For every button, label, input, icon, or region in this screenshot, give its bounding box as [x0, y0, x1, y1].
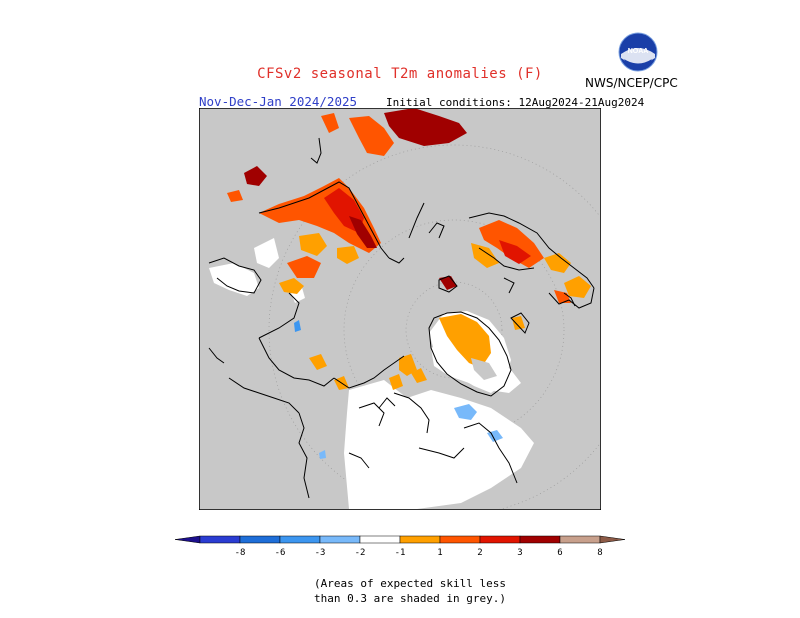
colorbar-box [239, 535, 281, 544]
colorbar-box [519, 535, 561, 544]
colorbar-box [199, 535, 241, 544]
cool-anomaly-hudson [294, 320, 503, 459]
initial-conditions-label: Initial conditions: 12Aug2024-21Aug2024 [386, 96, 645, 109]
agency-label: NWS/NCEP/CPC [585, 76, 678, 90]
colorbar-tick-label: -6 [275, 548, 286, 558]
skill-note: (Areas of expected skill less than 0.3 a… [300, 576, 520, 606]
colorbar: -8 -6 -3 -2 -1 1 2 3 6 8 [170, 532, 630, 560]
skill-note-line2: than 0.3 are shaded in grey.) [313, 592, 507, 605]
colorbar-box [559, 535, 601, 544]
colorbar-tick-label: 1 [437, 548, 442, 558]
map-title: CFSv2 seasonal T2m anomalies (F) [257, 66, 543, 82]
warm-anomaly-siberia [227, 109, 467, 294]
noaa-logo: NOAA [618, 32, 658, 72]
colorbar-box [479, 535, 521, 544]
colorbar-right-arrow [599, 535, 626, 544]
colorbar-tick-label: 8 [597, 548, 602, 558]
greenland-region [429, 311, 511, 393]
season-label: Nov-Dec-Jan 2024/2025 [199, 94, 358, 109]
colorbar-tick-label: -2 [355, 548, 366, 558]
colorbar-tick-label: -1 [395, 548, 406, 558]
colorbar-tick-label: -8 [235, 548, 246, 558]
coastlines [208, 137, 595, 499]
colorbar-box [319, 535, 361, 544]
noaa-logo-text: NOAA [628, 48, 649, 55]
colorbar-box [279, 535, 321, 544]
colorbar-tick-label: -3 [315, 548, 326, 558]
colorbar-left-arrow [174, 535, 201, 544]
colorbar-box [399, 535, 441, 544]
polar-map [198, 107, 602, 511]
colorbar-tick-label: 3 [517, 548, 522, 558]
colorbar-tick-label: 6 [557, 548, 562, 558]
warm-anomaly-canada [309, 316, 525, 390]
skill-note-line1: (Areas of expected skill less [313, 577, 507, 590]
warm-anomaly-scandinavia [471, 220, 591, 303]
colorbar-tick-label: 2 [477, 548, 482, 558]
colorbar-box [359, 535, 401, 544]
colorbar-box [439, 535, 481, 544]
